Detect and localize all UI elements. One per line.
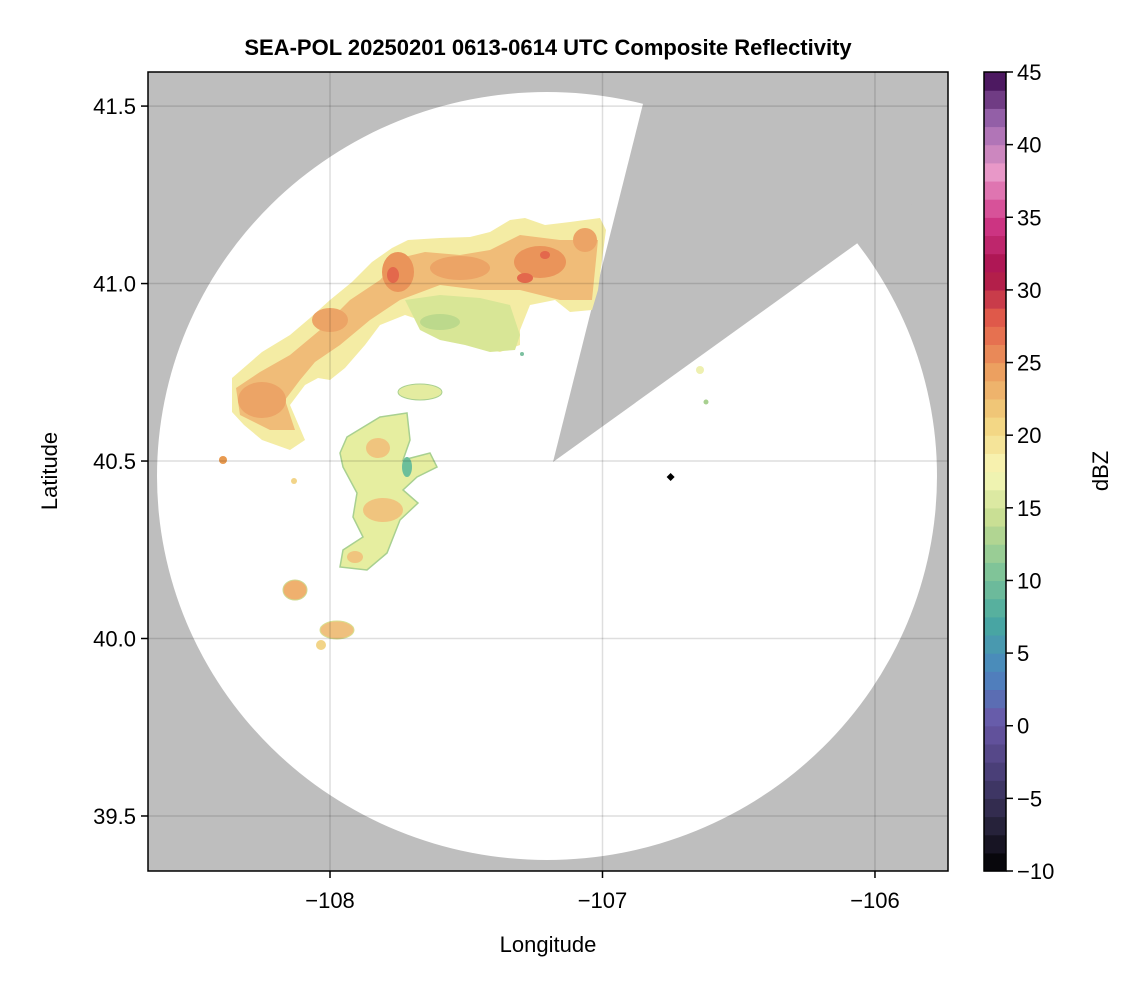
y-axis-label: Latitude [37, 432, 62, 510]
colorbar-bin [984, 816, 1006, 836]
colorbar-bin [984, 725, 1006, 745]
colorbar-bin [984, 852, 1006, 872]
colorbar-tick-label: −5 [1017, 786, 1042, 811]
x-axis: −108 −107 −106 [305, 871, 900, 913]
x-axis-label: Longitude [500, 932, 597, 957]
chart-title: SEA-POL 20250201 0613-0614 UTC Composite… [244, 35, 852, 60]
blocked-sector-wedge [553, 72, 948, 462]
colorbar-bin [984, 653, 1006, 672]
colorbar-bin [984, 634, 1006, 654]
colorbar-bin [984, 398, 1006, 418]
colorbar-bin [984, 544, 1006, 563]
colorbar-bin [984, 562, 1006, 582]
y-tick-label: 40.0 [93, 627, 136, 652]
colorbar-bin [984, 217, 1006, 237]
colorbar-bin [984, 144, 1006, 164]
grid-lines [148, 72, 948, 871]
colorbar-bin [984, 762, 1006, 781]
y-tick-label: 40.5 [93, 449, 136, 474]
colorbar-tick-label: 20 [1017, 423, 1041, 448]
colorbar-bin [984, 507, 1006, 527]
colorbar-bin [984, 417, 1006, 436]
x-tick-label: −107 [578, 888, 628, 913]
colorbar-tick-label: 10 [1017, 568, 1041, 593]
colorbar-bin [984, 834, 1006, 854]
colorbar-bin [984, 453, 1006, 473]
colorbar [984, 72, 1006, 872]
y-tick-label: 41.5 [93, 94, 136, 119]
colorbar-tick-label: 25 [1017, 351, 1041, 376]
x-tick-label: −106 [850, 888, 900, 913]
colorbar-bin [984, 380, 1006, 400]
colorbar-bin [984, 308, 1006, 327]
colorbar-bin [984, 271, 1006, 291]
colorbar-bin [984, 289, 1006, 309]
colorbar-bin [984, 435, 1006, 454]
colorbar-bin [984, 616, 1006, 636]
colorbar-ticks: −10 −5 0 5 10 15 20 25 30 35 40 45 [1006, 60, 1054, 884]
colorbar-bin [984, 671, 1006, 691]
echo-northern-band [232, 218, 606, 450]
colorbar-label: dBZ [1088, 451, 1113, 491]
colorbar-bin [984, 108, 1006, 128]
colorbar-bin [984, 780, 1006, 799]
colorbar-tick-label: 35 [1017, 205, 1041, 230]
y-tick-label: 39.5 [93, 804, 136, 829]
colorbar-bin [984, 199, 1006, 218]
colorbar-bin [984, 598, 1006, 618]
colorbar-bin [984, 162, 1006, 182]
colorbar-bin [984, 707, 1006, 727]
colorbar-bin [984, 253, 1006, 273]
plot-frame [147, 71, 949, 872]
colorbar-bin [984, 180, 1006, 200]
x-tick-label: −108 [305, 888, 355, 913]
colorbar-bin [984, 362, 1006, 382]
colorbar-bin [984, 525, 1006, 545]
colorbar-bin [984, 235, 1006, 255]
colorbar-bin [984, 471, 1006, 491]
echo-small-cells [219, 352, 709, 650]
colorbar-tick-label: 30 [1017, 278, 1041, 303]
colorbar-tick-label: 0 [1017, 714, 1029, 739]
colorbar-bin [984, 344, 1006, 364]
colorbar-bin [984, 489, 1006, 509]
colorbar-bin [984, 126, 1006, 146]
colorbar-bin [984, 72, 1006, 91]
y-axis: 39.5 40.0 40.5 41.0 41.5 [93, 94, 148, 829]
colorbar-tick-label: 45 [1017, 60, 1041, 85]
radar-site-marker [666, 473, 675, 482]
colorbar-bin [984, 743, 1006, 763]
colorbar-bin [984, 689, 1006, 709]
colorbar-bin [984, 580, 1006, 600]
colorbar-tick-label: 15 [1017, 496, 1041, 521]
colorbar-bin [984, 90, 1006, 109]
echo-central-cell [339, 383, 443, 571]
colorbar-frame [983, 71, 1007, 872]
y-tick-label: 41.0 [93, 272, 136, 297]
colorbar-tick-label: 5 [1017, 641, 1029, 666]
plot-area [148, 72, 948, 871]
colorbar-bin [984, 326, 1006, 345]
colorbar-bin [984, 798, 1006, 818]
colorbar-tick-label: 40 [1017, 133, 1041, 158]
colorbar-tick-label: −10 [1017, 859, 1054, 884]
